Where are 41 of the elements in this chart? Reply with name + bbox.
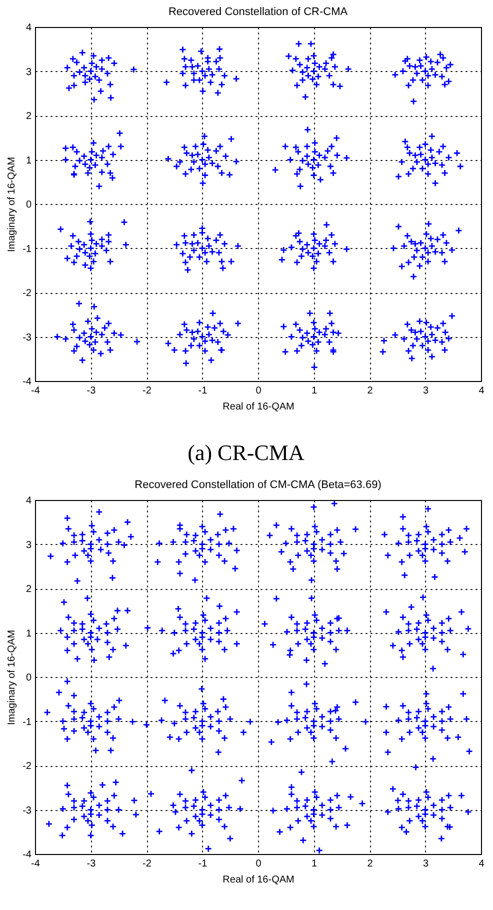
x-tick-label: -1 — [198, 858, 208, 870]
y-tick-label: 2 — [26, 111, 32, 122]
y-tick-label: -2 — [22, 761, 32, 772]
x-tick-label: 3 — [422, 858, 429, 870]
x-tick-label: 2 — [367, 386, 374, 396]
y-tick-label: -1 — [22, 716, 32, 728]
y-tick-label: -2 — [22, 288, 32, 299]
x-tick-label: -3 — [86, 386, 96, 396]
y-tick-label: 1 — [26, 155, 32, 166]
x-tick-label: 0 — [256, 858, 262, 870]
y-tick-label: 0 — [26, 200, 32, 210]
y-tick-label: 0 — [26, 672, 32, 684]
x-tick-label: 1 — [311, 858, 318, 870]
y-tick-label: -4 — [22, 376, 32, 388]
chart-title: Recovered Constellation of CM-CMA (Beta=63.69) — [134, 479, 382, 491]
y-tick-label: -4 — [22, 850, 32, 860]
y-tick-label: -1 — [22, 244, 32, 255]
y-tick-label: -3 — [22, 332, 32, 344]
x-tick-label: -3 — [86, 858, 96, 870]
y-tick-label: 3 — [26, 66, 32, 78]
x-tick-label: 4 — [478, 386, 485, 396]
y-tick-label: 4 — [26, 22, 32, 34]
x-axis-title: Real of 16-QAM — [222, 874, 294, 886]
x-tick-label: 4 — [478, 858, 485, 870]
y-tick-label: -3 — [22, 805, 32, 816]
y-axis-title: Imaginary of 16-QAM — [6, 156, 18, 252]
x-tick-label: -2 — [142, 386, 152, 396]
y-tick-label: 1 — [26, 628, 32, 640]
x-tick-label: -1 — [198, 386, 208, 396]
y-tick-label: 4 — [26, 496, 32, 506]
y-tick-label: 3 — [26, 540, 32, 551]
text: (a) CR-CMA — [188, 440, 304, 465]
y-tick-label: 2 — [26, 584, 32, 595]
x-axis-title: Real of 16-QAM — [222, 402, 294, 412]
y-axis-title: Imaginary of 16-QAM — [6, 630, 18, 726]
x-tick-label: 3 — [422, 386, 429, 396]
chart-title: Recovered Constellation of CR-CMA — [168, 6, 348, 18]
x-tick-label: 2 — [367, 858, 374, 870]
x-tick-label: 0 — [256, 386, 262, 396]
x-tick-label: -2 — [142, 858, 152, 870]
x-tick-label: 1 — [311, 386, 318, 396]
